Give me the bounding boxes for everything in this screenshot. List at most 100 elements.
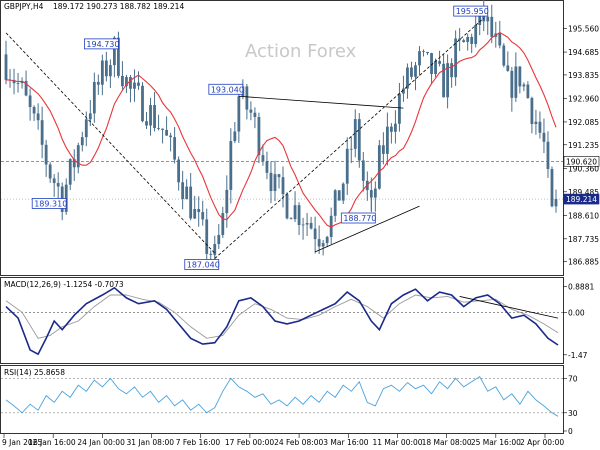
candle-body (80, 137, 84, 146)
candle-body (165, 129, 168, 136)
time-tick-label: 11 Mar 00:00 (372, 438, 422, 447)
candle-body (550, 168, 554, 207)
candle-body (133, 82, 136, 89)
candle-body (169, 135, 173, 138)
macd-tick-label: -1.47 (568, 351, 588, 360)
candle-body (329, 215, 333, 237)
time-tick-label: 24 Feb 08:00 (274, 438, 323, 447)
callout-label: 189.310 (34, 199, 67, 208)
candle-body (510, 70, 514, 98)
candle-body (92, 81, 96, 114)
candle-body (201, 212, 205, 220)
candle-body (502, 45, 506, 66)
candle-body (173, 137, 177, 160)
price-level-tag (563, 193, 600, 205)
candle-body (112, 37, 116, 66)
price-tick-label: 187.735 (568, 235, 599, 244)
candle-body (225, 189, 229, 214)
price-callouts: 194.730 193.040 189.310 188.770 187.040 195.9… (31, 5, 489, 270)
ohlc-readout: 189.172 190.273 188.782 189.214 (53, 2, 184, 11)
candle-body (185, 186, 189, 199)
candle-body (24, 80, 28, 96)
candle-body (498, 33, 502, 46)
candle-body (44, 144, 48, 165)
candle-body (145, 121, 148, 126)
candle-body (4, 54, 8, 80)
candle-body (149, 105, 152, 126)
price-tick-label: 191.235 (568, 141, 599, 150)
candle-body (16, 83, 20, 84)
candle-body (430, 53, 433, 75)
candle-body (341, 183, 345, 201)
candle-body (233, 131, 237, 142)
candle-body (129, 77, 132, 89)
candle-body (317, 239, 321, 247)
candle-body (522, 84, 526, 87)
candle-body (369, 190, 373, 198)
rsi-tick-label: 70 (568, 374, 578, 383)
callout-label: 187.040 (187, 260, 220, 269)
callout-label: 195.950 (456, 7, 489, 16)
candle-body (281, 177, 285, 195)
candle-body (177, 159, 181, 183)
callout-box (31, 198, 67, 209)
trendlines (5, 17, 484, 259)
candle-body (538, 121, 542, 133)
time-tick-label: 7 Feb 16:00 (176, 438, 221, 447)
candle-body (313, 228, 317, 240)
price-tick-label: 190.360 (568, 164, 599, 173)
candle-body (193, 209, 197, 219)
macd-series (1, 286, 563, 356)
callout-label: 194.730 (86, 40, 119, 49)
time-tick-label: 3 Mar 16:00 (323, 438, 369, 447)
candle-body (534, 121, 538, 125)
candle-body (137, 82, 140, 86)
price-axis: 195.560 194.685 193.835 192.960 192.085 191.2… (563, 25, 599, 267)
candle-body (554, 199, 558, 207)
candle-body (28, 95, 32, 108)
candle-body (301, 224, 305, 226)
price-level-label: 189.214 (566, 195, 597, 204)
rsi-tick-label: 30 (568, 409, 578, 418)
candle-body (161, 128, 164, 130)
candle-body (76, 145, 80, 168)
candle-body (253, 112, 257, 118)
price-pane-frame (0, 0, 564, 276)
candle-body (249, 109, 253, 113)
candle-body (56, 183, 60, 187)
candle-body (100, 60, 104, 85)
candle-body (542, 132, 546, 142)
candle-body (273, 174, 277, 192)
candle-body (345, 148, 349, 184)
candle-body (52, 178, 56, 184)
price-levels: 190.620 189.214 (1, 156, 600, 205)
price-trendline (5, 32, 216, 254)
time-tick-label: 16 Jan 16:00 (28, 438, 76, 447)
price-trendline (238, 95, 404, 109)
symbol-label: GBPJPY,H4 (4, 2, 44, 11)
price-level-label: 190.620 (566, 157, 597, 166)
time-tick-label: 18 Mar 08:00 (422, 438, 472, 447)
callout-box (83, 38, 119, 50)
candle-body (217, 234, 221, 244)
macd-title: MACD(12,26,9) -1.1254 -0.7073 (4, 280, 124, 289)
callout-box (340, 212, 376, 224)
candle-body (125, 77, 128, 87)
time-tick-label: 24 Jan 00:00 (77, 438, 125, 447)
callout-label: 188.770 (343, 214, 376, 223)
candle-body (357, 119, 361, 161)
callout-box (184, 259, 220, 270)
candle-body (181, 182, 185, 199)
candle-body (394, 123, 397, 132)
macd-tick-label: 0.00 (568, 308, 585, 317)
candle-body (474, 24, 478, 44)
candle-body (40, 120, 44, 145)
rsi-axis: 70 30 0 (563, 374, 578, 436)
price-tick-label: 186.885 (568, 258, 599, 267)
candle-body (353, 119, 357, 149)
candle-body (414, 65, 417, 77)
candle-body (297, 205, 301, 226)
candle-body (462, 40, 466, 42)
price-tick-label: 189.485 (568, 188, 599, 197)
